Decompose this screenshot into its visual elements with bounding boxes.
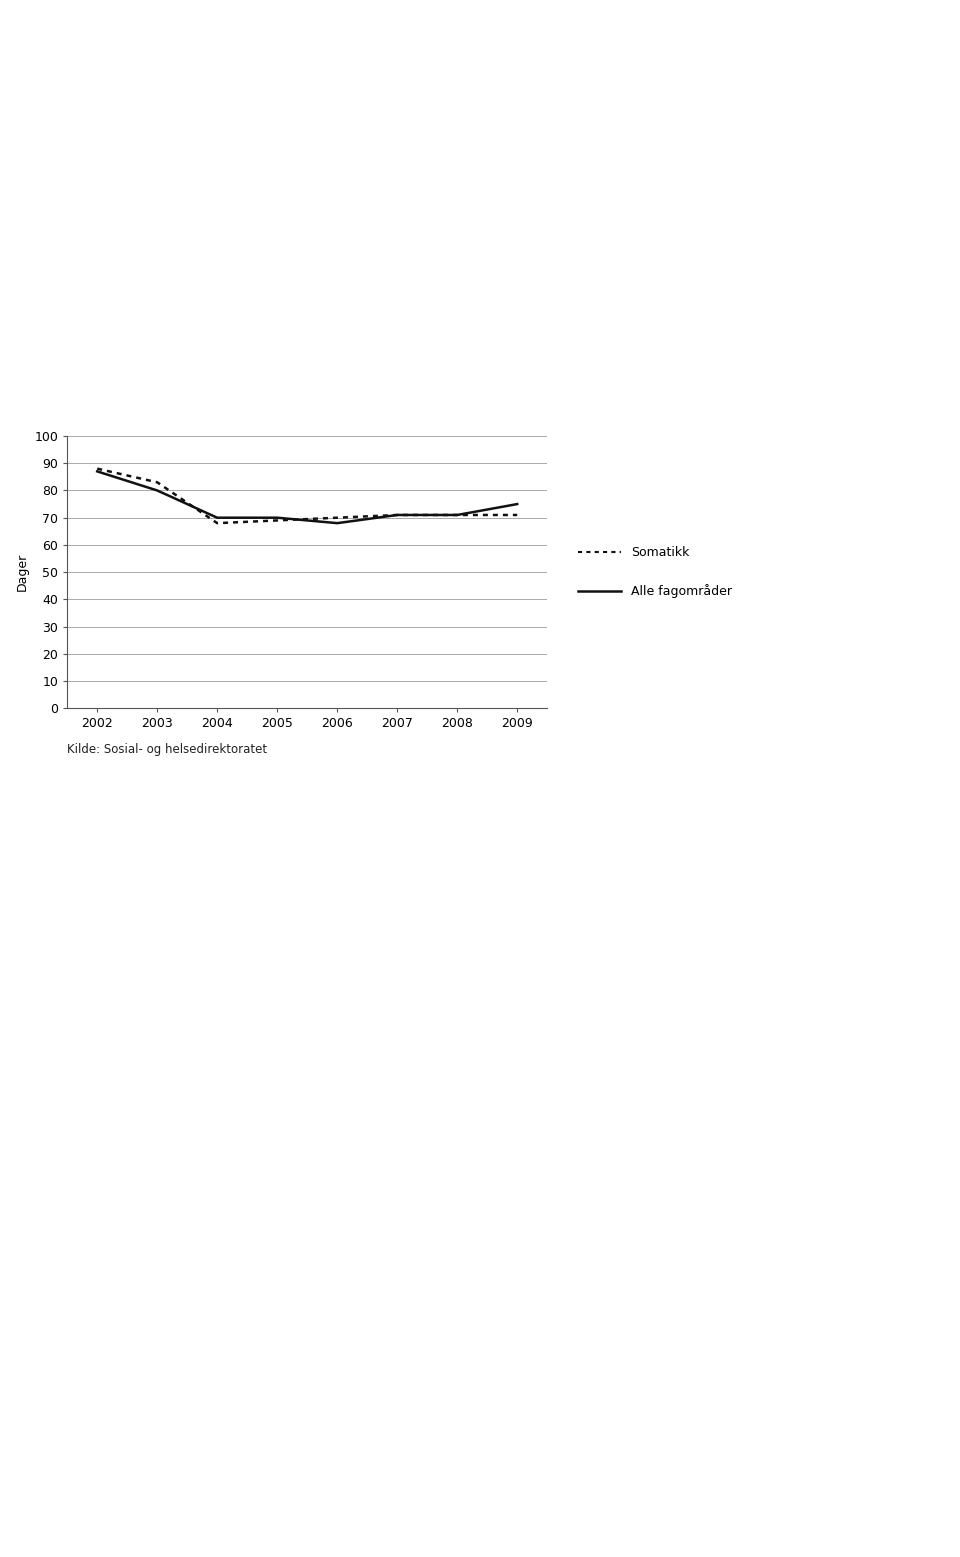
Y-axis label: Dager: Dager [15, 553, 29, 592]
Legend: Somatikk, Alle fagområder: Somatikk, Alle fagområder [573, 542, 737, 603]
Text: Kilde: Sosial- og helsedirektoratet: Kilde: Sosial- og helsedirektoratet [67, 743, 267, 755]
